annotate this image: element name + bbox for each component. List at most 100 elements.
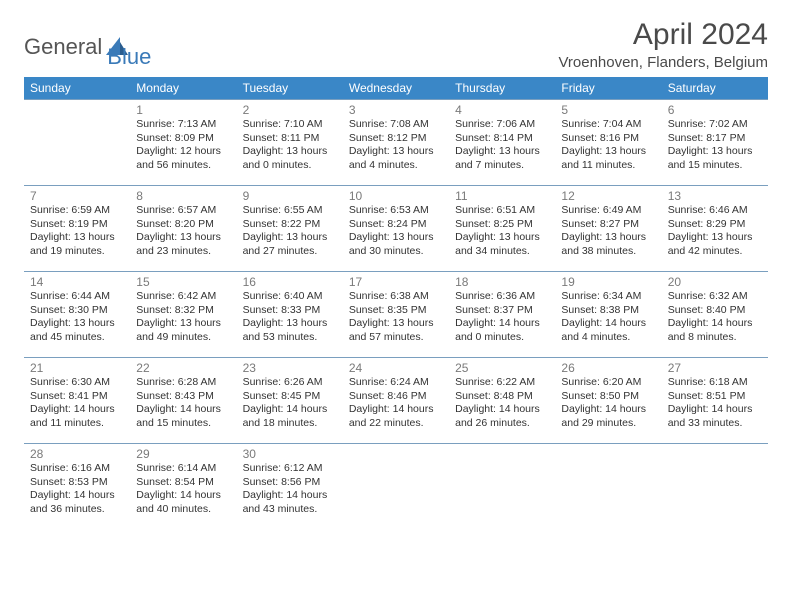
sunset-text: Sunset: 8:20 PM — [136, 218, 230, 232]
daylight-text: Daylight: 14 hours — [349, 403, 443, 417]
sunset-text: Sunset: 8:45 PM — [243, 390, 337, 404]
calendar-day-cell: 26Sunrise: 6:20 AMSunset: 8:50 PMDayligh… — [555, 358, 661, 444]
day-number: 15 — [136, 275, 230, 289]
calendar-day-cell: 10Sunrise: 6:53 AMSunset: 8:24 PMDayligh… — [343, 186, 449, 272]
calendar-day-cell: 2Sunrise: 7:10 AMSunset: 8:11 PMDaylight… — [237, 100, 343, 186]
sunrise-text: Sunrise: 6:40 AM — [243, 290, 337, 304]
logo: General Blue — [24, 24, 151, 70]
calendar-day-cell: 29Sunrise: 6:14 AMSunset: 8:54 PMDayligh… — [130, 444, 236, 530]
sunset-text: Sunset: 8:46 PM — [349, 390, 443, 404]
day-number: 6 — [668, 103, 762, 117]
calendar-day-cell: 23Sunrise: 6:26 AMSunset: 8:45 PMDayligh… — [237, 358, 343, 444]
sunrise-text: Sunrise: 7:10 AM — [243, 118, 337, 132]
day-number: 29 — [136, 447, 230, 461]
day-number: 23 — [243, 361, 337, 375]
day-number: 24 — [349, 361, 443, 375]
calendar-day-cell: 17Sunrise: 6:38 AMSunset: 8:35 PMDayligh… — [343, 272, 449, 358]
day-number: 30 — [243, 447, 337, 461]
sunrise-text: Sunrise: 6:49 AM — [561, 204, 655, 218]
sunrise-text: Sunrise: 6:59 AM — [30, 204, 124, 218]
daylight-text: and 27 minutes. — [243, 245, 337, 259]
calendar-day-cell — [24, 100, 130, 186]
calendar-day-cell: 1Sunrise: 7:13 AMSunset: 8:09 PMDaylight… — [130, 100, 236, 186]
sunset-text: Sunset: 8:33 PM — [243, 304, 337, 318]
daylight-text: Daylight: 14 hours — [243, 403, 337, 417]
sunrise-text: Sunrise: 6:38 AM — [349, 290, 443, 304]
calendar-day-cell: 13Sunrise: 6:46 AMSunset: 8:29 PMDayligh… — [662, 186, 768, 272]
daylight-text: and 34 minutes. — [455, 245, 549, 259]
daylight-text: and 45 minutes. — [30, 331, 124, 345]
day-number: 22 — [136, 361, 230, 375]
month-title: April 2024 — [558, 18, 768, 52]
daylight-text: Daylight: 13 hours — [243, 317, 337, 331]
day-number: 4 — [455, 103, 549, 117]
daylight-text: Daylight: 13 hours — [30, 231, 124, 245]
daylight-text: Daylight: 14 hours — [668, 317, 762, 331]
daylight-text: and 23 minutes. — [136, 245, 230, 259]
sunrise-text: Sunrise: 6:55 AM — [243, 204, 337, 218]
daylight-text: and 15 minutes. — [136, 417, 230, 431]
daylight-text: Daylight: 13 hours — [349, 231, 443, 245]
daylight-text: and 29 minutes. — [561, 417, 655, 431]
day-number: 26 — [561, 361, 655, 375]
calendar-day-cell: 21Sunrise: 6:30 AMSunset: 8:41 PMDayligh… — [24, 358, 130, 444]
daylight-text: and 57 minutes. — [349, 331, 443, 345]
daylight-text: Daylight: 13 hours — [30, 317, 124, 331]
sunset-text: Sunset: 8:24 PM — [349, 218, 443, 232]
sunset-text: Sunset: 8:40 PM — [668, 304, 762, 318]
day-header: Monday — [130, 77, 236, 100]
day-number: 27 — [668, 361, 762, 375]
logo-text-general: General — [24, 34, 102, 60]
daylight-text: Daylight: 13 hours — [668, 231, 762, 245]
daylight-text: and 49 minutes. — [136, 331, 230, 345]
day-number: 11 — [455, 189, 549, 203]
daylight-text: and 53 minutes. — [243, 331, 337, 345]
day-number: 10 — [349, 189, 443, 203]
day-number: 17 — [349, 275, 443, 289]
daylight-text: and 4 minutes. — [349, 159, 443, 173]
calendar-day-cell — [343, 444, 449, 530]
day-header: Tuesday — [237, 77, 343, 100]
day-number: 8 — [136, 189, 230, 203]
sunrise-text: Sunrise: 6:22 AM — [455, 376, 549, 390]
day-number: 1 — [136, 103, 230, 117]
day-header: Friday — [555, 77, 661, 100]
day-header: Saturday — [662, 77, 768, 100]
sunrise-text: Sunrise: 6:46 AM — [668, 204, 762, 218]
calendar-week-row: 7Sunrise: 6:59 AMSunset: 8:19 PMDaylight… — [24, 186, 768, 272]
daylight-text: and 11 minutes. — [30, 417, 124, 431]
sunrise-text: Sunrise: 6:34 AM — [561, 290, 655, 304]
calendar-day-cell: 18Sunrise: 6:36 AMSunset: 8:37 PMDayligh… — [449, 272, 555, 358]
daylight-text: Daylight: 13 hours — [455, 145, 549, 159]
daylight-text: and 42 minutes. — [668, 245, 762, 259]
sunset-text: Sunset: 8:14 PM — [455, 132, 549, 146]
day-number: 9 — [243, 189, 337, 203]
daylight-text: Daylight: 14 hours — [136, 403, 230, 417]
sunset-text: Sunset: 8:50 PM — [561, 390, 655, 404]
daylight-text: Daylight: 13 hours — [455, 231, 549, 245]
daylight-text: Daylight: 13 hours — [561, 145, 655, 159]
sunset-text: Sunset: 8:54 PM — [136, 476, 230, 490]
sunrise-text: Sunrise: 6:32 AM — [668, 290, 762, 304]
sunrise-text: Sunrise: 6:44 AM — [30, 290, 124, 304]
sunset-text: Sunset: 8:19 PM — [30, 218, 124, 232]
daylight-text: Daylight: 13 hours — [136, 231, 230, 245]
sunset-text: Sunset: 8:38 PM — [561, 304, 655, 318]
calendar-day-cell: 15Sunrise: 6:42 AMSunset: 8:32 PMDayligh… — [130, 272, 236, 358]
daylight-text: and 33 minutes. — [668, 417, 762, 431]
daylight-text: and 43 minutes. — [243, 503, 337, 517]
daylight-text: and 56 minutes. — [136, 159, 230, 173]
calendar-week-row: 14Sunrise: 6:44 AMSunset: 8:30 PMDayligh… — [24, 272, 768, 358]
calendar-day-cell: 25Sunrise: 6:22 AMSunset: 8:48 PMDayligh… — [449, 358, 555, 444]
calendar-day-cell: 6Sunrise: 7:02 AMSunset: 8:17 PMDaylight… — [662, 100, 768, 186]
day-number: 7 — [30, 189, 124, 203]
daylight-text: Daylight: 13 hours — [561, 231, 655, 245]
daylight-text: Daylight: 14 hours — [561, 403, 655, 417]
daylight-text: and 38 minutes. — [561, 245, 655, 259]
sunrise-text: Sunrise: 6:12 AM — [243, 462, 337, 476]
daylight-text: and 0 minutes. — [243, 159, 337, 173]
daylight-text: Daylight: 14 hours — [30, 489, 124, 503]
title-block: April 2024 Vroenhoven, Flanders, Belgium — [558, 18, 768, 71]
sunrise-text: Sunrise: 6:36 AM — [455, 290, 549, 304]
daylight-text: and 30 minutes. — [349, 245, 443, 259]
